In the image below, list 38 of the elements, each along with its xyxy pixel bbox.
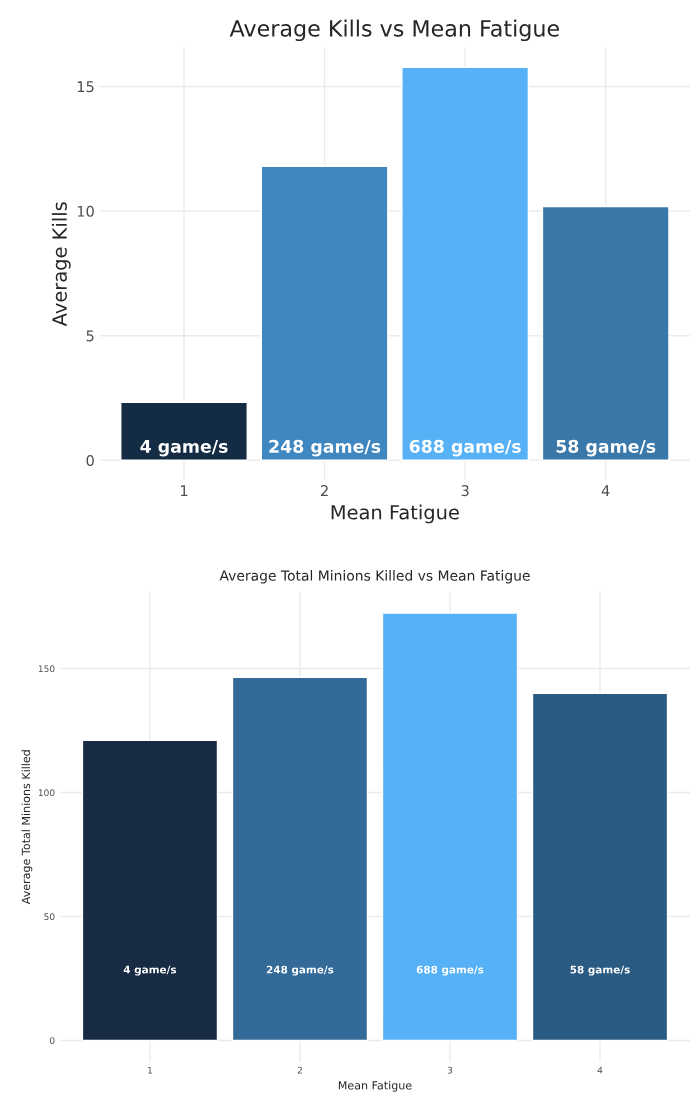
bar xyxy=(541,205,670,462)
bar xyxy=(231,676,369,1042)
x-axis-title: Mean Fatigue xyxy=(338,1080,412,1092)
y-tick-label: 5 xyxy=(86,330,94,342)
x-tick-label: 2 xyxy=(297,1066,302,1074)
y-axis-title: Average Total Minions Killed xyxy=(21,750,33,905)
y-tick-label: 0 xyxy=(49,1037,55,1044)
annotation: 58 game/s xyxy=(556,439,656,457)
x-tick-label: 3 xyxy=(461,485,469,497)
bar xyxy=(531,692,669,1042)
y-tick-label: 150 xyxy=(38,665,55,673)
y-tick-label: 10 xyxy=(77,205,94,217)
y-tick-label: 0 xyxy=(86,455,94,467)
bar xyxy=(81,739,219,1042)
x-tick-label: 4 xyxy=(597,1066,603,1074)
chart-title: Average Kills vs Mean Fatigue xyxy=(229,19,559,42)
annotation: 688 game/s xyxy=(409,439,521,457)
annotation: 58 game/s xyxy=(570,965,630,976)
bar xyxy=(401,66,530,462)
annotation: 688 game/s xyxy=(416,965,484,976)
y-tick-label: 100 xyxy=(38,789,55,797)
x-axis-title: Mean Fatigue xyxy=(331,504,459,524)
bar xyxy=(260,165,389,462)
x-tick-label: 4 xyxy=(601,485,610,496)
annotation: 4 game/s xyxy=(123,965,177,976)
bar xyxy=(381,612,519,1042)
annotation: 248 game/s xyxy=(266,965,334,976)
x-tick-label: 2 xyxy=(321,485,328,496)
x-tick-label: 1 xyxy=(148,1066,152,1074)
bar xyxy=(120,401,248,462)
x-tick-label: 1 xyxy=(180,485,188,496)
chart-title: Average Total Minions Killed vs Mean Fatigue xyxy=(219,570,530,584)
annotation: 4 game/s xyxy=(140,440,228,457)
y-tick-label: 15 xyxy=(77,81,94,93)
x-tick-label: 3 xyxy=(447,1066,453,1074)
y-tick-label: 50 xyxy=(44,913,55,921)
y-axis-title: Average Kills xyxy=(51,202,71,327)
annotation: 248 game/s xyxy=(269,439,381,457)
